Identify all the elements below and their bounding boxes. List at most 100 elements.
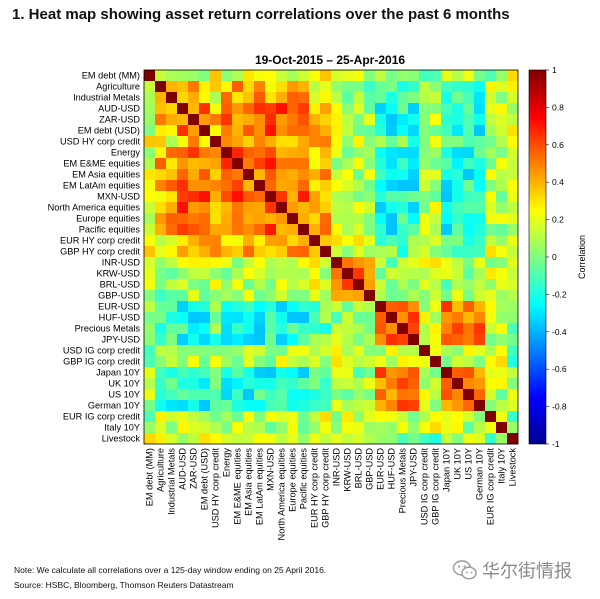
heatmap-cell bbox=[309, 268, 321, 280]
heatmap-cell bbox=[408, 191, 420, 203]
heatmap-cell bbox=[320, 202, 332, 214]
heatmap-cell bbox=[408, 202, 420, 214]
heatmap-cell bbox=[254, 257, 266, 269]
y-tick-label: USD HY corp credit bbox=[60, 137, 140, 147]
heatmap-cell bbox=[463, 191, 475, 203]
heatmap-cell bbox=[210, 81, 222, 93]
heatmap-cell bbox=[232, 169, 244, 181]
heatmap-cell bbox=[441, 202, 453, 214]
heatmap-cell bbox=[210, 378, 222, 390]
heatmap-cell bbox=[309, 400, 321, 412]
heatmap-cell bbox=[254, 202, 266, 214]
x-tick-label: Japan 10Y bbox=[442, 448, 452, 492]
heatmap-cell bbox=[210, 136, 222, 148]
heatmap-cell bbox=[430, 114, 442, 126]
heatmap-cell bbox=[375, 411, 387, 423]
heatmap-cell bbox=[441, 136, 453, 148]
heatmap-cell bbox=[287, 312, 299, 324]
heatmap-cell bbox=[276, 224, 288, 236]
heatmap-cell bbox=[496, 136, 508, 148]
y-tick-label: INR-USD bbox=[102, 258, 141, 268]
heatmap-cell bbox=[232, 202, 244, 214]
heatmap-cell bbox=[419, 136, 431, 148]
source-line: Source: HSBC, Bloomberg, Thomson Reuters… bbox=[14, 580, 234, 590]
heatmap-cell bbox=[452, 92, 464, 104]
heatmap-cell bbox=[452, 180, 464, 192]
heatmap-cell bbox=[331, 235, 343, 247]
heatmap-cell bbox=[430, 224, 442, 236]
heatmap-cell bbox=[441, 411, 453, 423]
heatmap-cell bbox=[210, 70, 222, 82]
heatmap-cell bbox=[386, 81, 398, 93]
heatmap-cell bbox=[342, 136, 354, 148]
heatmap-cell bbox=[408, 334, 420, 346]
heatmap-cell bbox=[243, 312, 255, 324]
heatmap-cell bbox=[254, 81, 266, 93]
heatmap-cell bbox=[331, 389, 343, 401]
heatmap-cell bbox=[287, 213, 299, 225]
heatmap-cell bbox=[232, 125, 244, 137]
heatmap-cell bbox=[188, 147, 200, 159]
heatmap-cell bbox=[166, 367, 178, 379]
heatmap-cell bbox=[166, 158, 178, 170]
heatmap-cell bbox=[353, 224, 365, 236]
heatmap-cell bbox=[287, 92, 299, 104]
heatmap-cell bbox=[419, 103, 431, 115]
heatmap-cell bbox=[430, 411, 442, 423]
heatmap-cell bbox=[144, 400, 156, 412]
heatmap-cell bbox=[430, 147, 442, 159]
heatmap-cell bbox=[243, 334, 255, 346]
heatmap-cell bbox=[441, 180, 453, 192]
heatmap-cell bbox=[397, 136, 409, 148]
heatmap-cell bbox=[144, 136, 156, 148]
heatmap-cell bbox=[232, 213, 244, 225]
heatmap-cell bbox=[342, 202, 354, 214]
heatmap-cell bbox=[320, 268, 332, 280]
heatmap-cell bbox=[364, 301, 376, 313]
heatmap-cell bbox=[309, 257, 321, 269]
heatmap-cell bbox=[155, 246, 167, 258]
heatmap-cell bbox=[320, 290, 332, 302]
heatmap-cell bbox=[287, 257, 299, 269]
heatmap-cell bbox=[265, 235, 277, 247]
heatmap-cell bbox=[485, 70, 497, 82]
heatmap-cell bbox=[166, 246, 178, 258]
colorbar-tick-label: -0.6 bbox=[552, 364, 567, 374]
heatmap-cell bbox=[287, 136, 299, 148]
heatmap-cell bbox=[386, 378, 398, 390]
heatmap-cell bbox=[342, 367, 354, 379]
heatmap-cell bbox=[144, 224, 156, 236]
heatmap-cell bbox=[287, 202, 299, 214]
heatmap-cell bbox=[331, 202, 343, 214]
heatmap-cell bbox=[210, 312, 222, 324]
heatmap-cell bbox=[144, 213, 156, 225]
heatmap-cell bbox=[342, 356, 354, 368]
heatmap-cell bbox=[298, 279, 310, 291]
heatmap-cell bbox=[298, 180, 310, 192]
heatmap-cell bbox=[419, 356, 431, 368]
heatmap-cell bbox=[232, 158, 244, 170]
heatmap-cell bbox=[155, 367, 167, 379]
heatmap-cell bbox=[309, 323, 321, 335]
heatmap-cell bbox=[188, 323, 200, 335]
heatmap-cell bbox=[199, 290, 211, 302]
heatmap-cell bbox=[210, 389, 222, 401]
heatmap-cell bbox=[188, 422, 200, 434]
heatmap-cell bbox=[320, 136, 332, 148]
heatmap-cell bbox=[408, 158, 420, 170]
heatmap-cell bbox=[430, 279, 442, 291]
heatmap-cell bbox=[408, 114, 420, 126]
heatmap-cell bbox=[254, 378, 266, 390]
heatmap-cell bbox=[430, 323, 442, 335]
heatmap-cell bbox=[199, 323, 211, 335]
heatmap-cell bbox=[430, 202, 442, 214]
heatmap-cell bbox=[375, 114, 387, 126]
heatmap-cell bbox=[155, 323, 167, 335]
heatmap-cell bbox=[177, 389, 189, 401]
heatmap-cell bbox=[210, 323, 222, 335]
heatmap-cell bbox=[353, 279, 365, 291]
heatmap-cell bbox=[276, 389, 288, 401]
heatmap-cell bbox=[232, 367, 244, 379]
heatmap-cell bbox=[265, 257, 277, 269]
heatmap-cell bbox=[496, 323, 508, 335]
